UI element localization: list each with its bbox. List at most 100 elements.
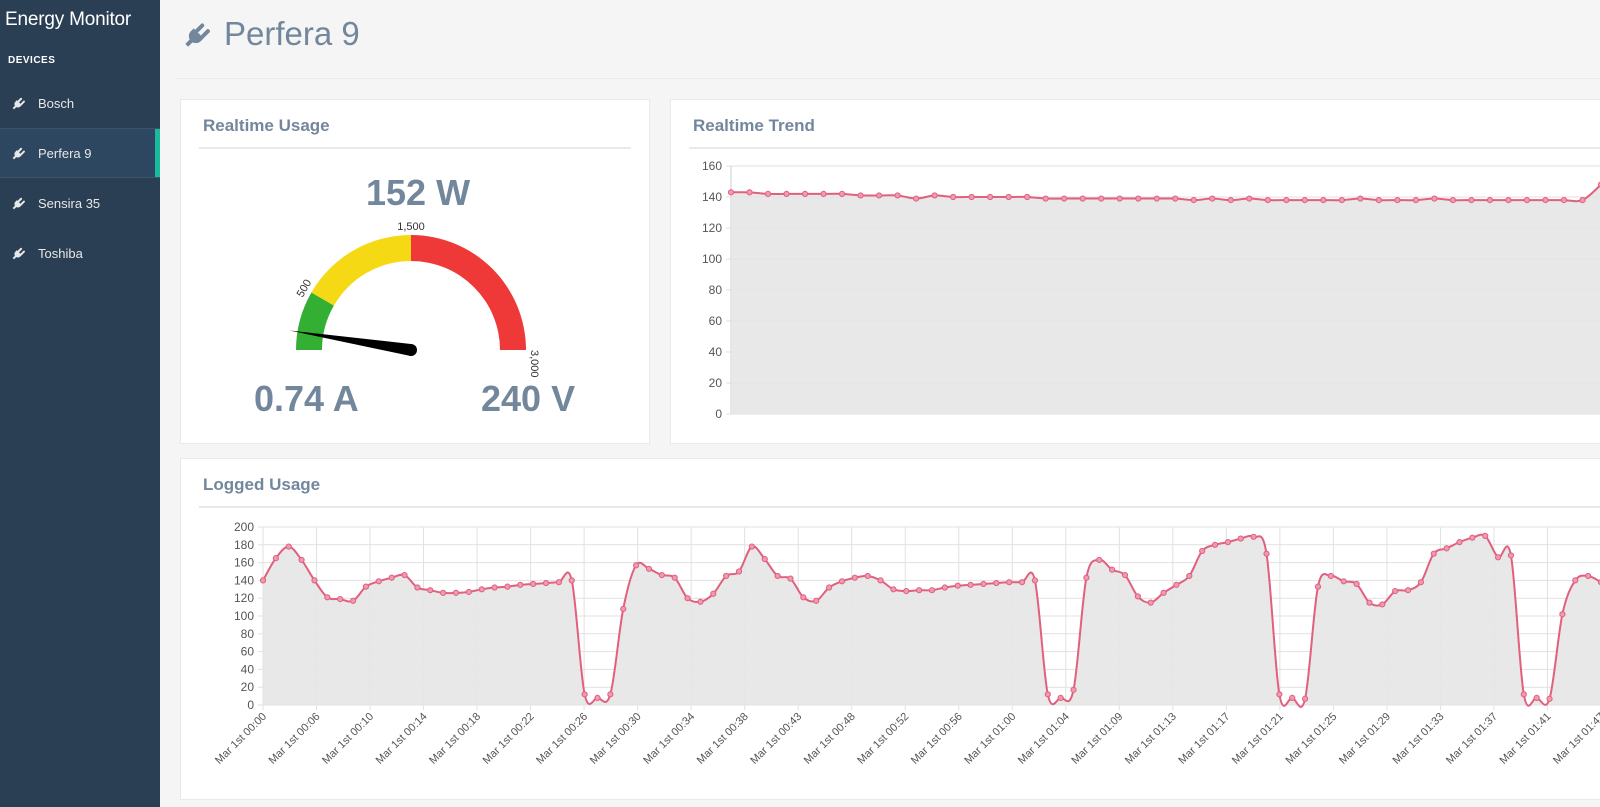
data-point	[1134, 593, 1141, 600]
x-tick-label: Mar 1st 01:13	[1123, 711, 1179, 767]
data-point	[820, 190, 827, 198]
data-point	[890, 586, 897, 593]
data-point	[632, 562, 640, 569]
data-point	[1237, 535, 1244, 542]
data-point	[349, 597, 357, 604]
data-point	[465, 588, 472, 596]
y-tick-label: 60	[709, 314, 723, 328]
data-point	[555, 579, 563, 586]
sidebar-item-toshiba[interactable]: Toshiba	[0, 228, 160, 278]
data-point	[1109, 566, 1116, 573]
x-tick-label: Mar 1st 01:09	[1069, 711, 1125, 767]
power-value: 152 W	[366, 172, 471, 213]
data-point	[568, 577, 575, 584]
data-point	[1186, 572, 1193, 580]
data-point	[259, 577, 267, 584]
data-point	[1031, 577, 1039, 584]
data-point	[1357, 195, 1364, 202]
data-point	[517, 581, 524, 588]
sidebar-item-sensira-35[interactable]: Sensira 35	[0, 178, 160, 228]
sidebar-item-label: Toshiba	[38, 245, 83, 261]
data-point	[1430, 550, 1437, 557]
data-point	[980, 580, 987, 588]
y-tick-label: 100	[234, 609, 254, 623]
data-point	[362, 583, 370, 590]
data-point	[1559, 611, 1566, 618]
y-tick-label: 20	[709, 376, 723, 390]
data-point	[1096, 556, 1103, 564]
current-value: 0.74 A	[254, 378, 359, 419]
y-tick-label: 120	[234, 591, 254, 605]
page-title: Perfera 9	[224, 15, 360, 52]
sidebar-item-bosch[interactable]: Bosch	[0, 78, 160, 128]
data-point	[620, 605, 627, 612]
data-point	[764, 190, 772, 198]
data-point	[1314, 583, 1322, 590]
data-point	[1366, 599, 1373, 606]
area-fill	[731, 185, 1600, 414]
data-point	[710, 590, 717, 597]
plug-icon	[9, 243, 29, 263]
data-point	[746, 189, 753, 196]
data-point	[388, 574, 395, 581]
data-point	[787, 575, 794, 582]
data-point	[1024, 193, 1031, 201]
data-point	[813, 597, 820, 604]
data-point	[1404, 587, 1412, 594]
data-point	[1533, 694, 1540, 701]
app-title[interactable]: Energy Monitor	[5, 9, 132, 30]
data-point	[298, 556, 305, 564]
data-point	[774, 572, 781, 580]
data-point	[1520, 691, 1527, 698]
sidebar-item-perfera-9[interactable]: Perfera 9	[0, 128, 160, 178]
y-tick-label: 140	[234, 573, 254, 587]
data-point	[375, 578, 382, 585]
data-point	[913, 195, 920, 202]
data-point	[1443, 545, 1450, 552]
data-point	[1523, 197, 1531, 204]
data-point	[311, 577, 318, 584]
x-tick-label: Mar 1st 00:43	[748, 711, 804, 767]
voltage-value: 240 V	[481, 378, 576, 419]
data-point	[1057, 694, 1064, 701]
data-point	[1431, 195, 1438, 202]
data-point	[504, 583, 511, 590]
x-tick-label: Mar 1st 01:17	[1176, 711, 1232, 767]
y-tick-label: 180	[234, 538, 254, 552]
data-point	[594, 694, 601, 701]
data-point	[801, 190, 809, 198]
data-point	[1121, 571, 1129, 579]
y-tick-label: 20	[241, 680, 255, 694]
data-point	[324, 594, 331, 601]
data-point	[491, 584, 498, 591]
data-point	[877, 577, 884, 584]
data-point	[1375, 197, 1382, 204]
data-point	[941, 584, 948, 591]
data-point	[748, 543, 755, 550]
data-point	[968, 193, 975, 201]
data-point	[1250, 533, 1257, 540]
data-point	[1098, 195, 1105, 202]
y-tick-label: 0	[247, 698, 254, 712]
gauge-band	[311, 235, 411, 306]
y-tick-label: 40	[709, 345, 723, 359]
x-tick-label: Mar 1st 00:00	[213, 711, 269, 767]
y-tick-label: 160	[702, 159, 722, 173]
data-point	[684, 595, 691, 602]
data-point	[1135, 195, 1142, 202]
data-point	[1353, 580, 1360, 588]
data-point	[452, 589, 460, 596]
y-tick-label: 40	[241, 662, 255, 676]
x-tick-label: Mar 1st 01:25	[1283, 711, 1339, 767]
data-point	[800, 594, 807, 601]
data-point	[1116, 195, 1123, 202]
panel-title: Realtime Trend	[693, 116, 815, 135]
data-point	[1199, 547, 1206, 555]
realtime-usage-panel: Realtime Usage 152 W 500 1,500 3,000 0.74 …	[180, 99, 650, 444]
realtime-trend-panel: Realtime Trend 0 20 40 60 80 100 120 140 160	[670, 99, 1600, 444]
x-tick-label: Mar 1st 01:00	[962, 711, 1018, 767]
data-point	[783, 190, 790, 198]
data-point	[928, 587, 936, 594]
plug-icon	[178, 14, 218, 54]
y-tick-label: 160	[234, 556, 254, 570]
